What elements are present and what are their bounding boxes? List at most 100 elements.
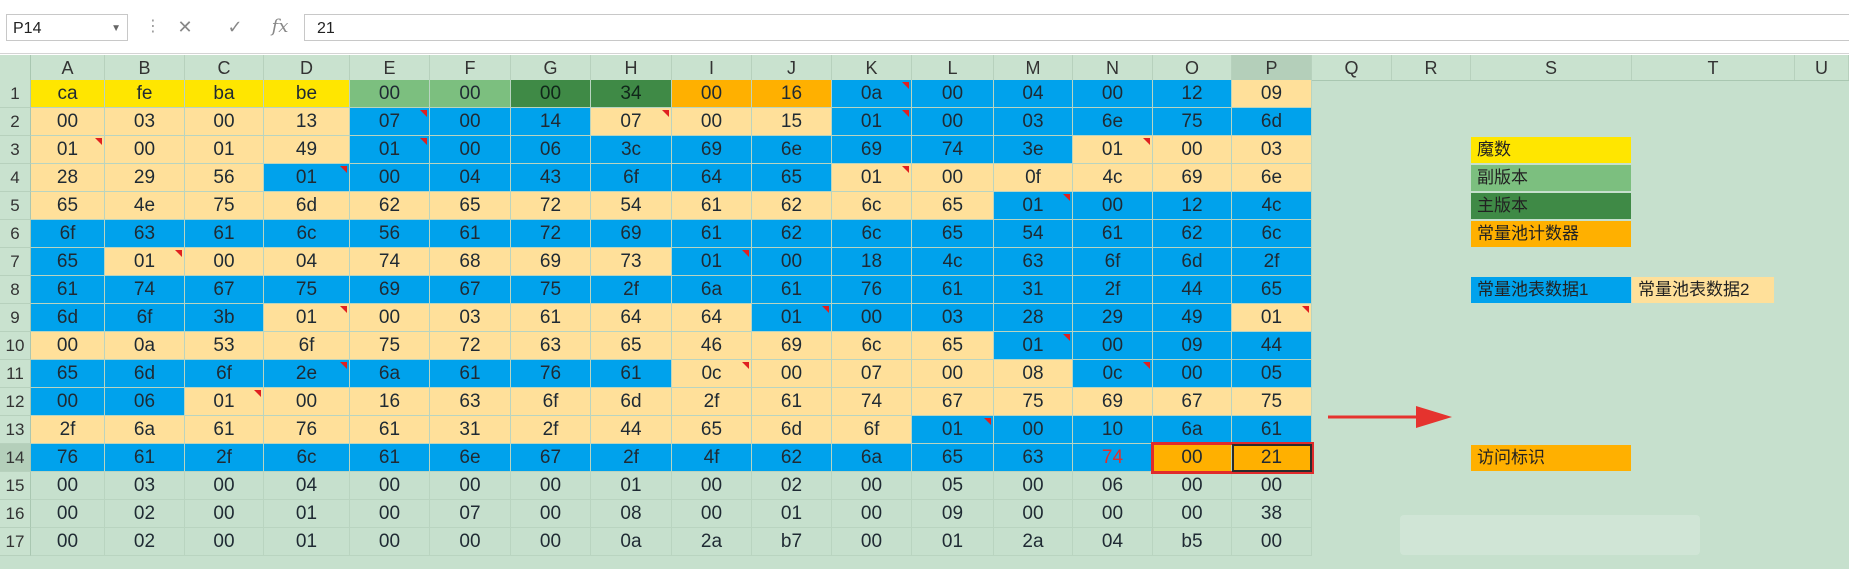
row-header-9[interactable]: 9	[0, 304, 31, 332]
cell-p12[interactable]: 75	[1232, 388, 1312, 416]
select-all-corner[interactable]	[0, 55, 31, 80]
cell-e2[interactable]: 07	[350, 108, 430, 136]
cell-n11[interactable]: 0c	[1073, 360, 1153, 388]
cell-c16[interactable]: 00	[185, 500, 264, 528]
cell-b1[interactable]: fe	[105, 80, 185, 108]
cell-d17[interactable]: 01	[264, 528, 350, 556]
cell-h6[interactable]: 69	[591, 220, 672, 248]
cell-m14[interactable]: 63	[994, 444, 1073, 472]
cell-n7[interactable]: 6f	[1073, 248, 1153, 276]
cell-k17[interactable]: 00	[832, 528, 912, 556]
column-header-q[interactable]: Q	[1312, 55, 1392, 80]
cell-n1[interactable]: 00	[1073, 80, 1153, 108]
fx-icon[interactable]: fx	[271, 16, 289, 37]
cell-j1[interactable]: 16	[752, 80, 832, 108]
cell-e1[interactable]: 00	[350, 80, 430, 108]
cell-k5[interactable]: 6c	[832, 192, 912, 220]
cell-k3[interactable]: 69	[832, 136, 912, 164]
cell-j8[interactable]: 61	[752, 276, 832, 304]
row-header-14[interactable]: 14	[0, 444, 31, 472]
column-header-k[interactable]: K	[832, 55, 912, 80]
cell-l1[interactable]: 00	[912, 80, 994, 108]
row-header-6[interactable]: 6	[0, 220, 31, 248]
cell-o8[interactable]: 44	[1153, 276, 1232, 304]
cell-j15[interactable]: 02	[752, 472, 832, 500]
cell-p13[interactable]: 61	[1232, 416, 1312, 444]
cell-a7[interactable]: 65	[31, 248, 105, 276]
cell-e11[interactable]: 6a	[350, 360, 430, 388]
cell-j7[interactable]: 00	[752, 248, 832, 276]
cell-n16[interactable]: 00	[1073, 500, 1153, 528]
cell-k10[interactable]: 6c	[832, 332, 912, 360]
cell-d10[interactable]: 6f	[264, 332, 350, 360]
cell-f16[interactable]: 07	[430, 500, 511, 528]
cell-i1[interactable]: 00	[672, 80, 752, 108]
cell-f9[interactable]: 03	[430, 304, 511, 332]
cell-e4[interactable]: 00	[350, 164, 430, 192]
cell-c9[interactable]: 3b	[185, 304, 264, 332]
cell-j3[interactable]: 6e	[752, 136, 832, 164]
cell-e6[interactable]: 56	[350, 220, 430, 248]
cell-m13[interactable]: 00	[994, 416, 1073, 444]
cell-e12[interactable]: 16	[350, 388, 430, 416]
cell-n4[interactable]: 4c	[1073, 164, 1153, 192]
cell-h2[interactable]: 07	[591, 108, 672, 136]
cell-a15[interactable]: 00	[31, 472, 105, 500]
cell-g16[interactable]: 00	[511, 500, 591, 528]
cell-m16[interactable]: 00	[994, 500, 1073, 528]
cell-i9[interactable]: 64	[672, 304, 752, 332]
cell-k14[interactable]: 6a	[832, 444, 912, 472]
cell-d5[interactable]: 6d	[264, 192, 350, 220]
cell-o17[interactable]: b5	[1153, 528, 1232, 556]
cell-c4[interactable]: 56	[185, 164, 264, 192]
column-header-p[interactable]: P	[1232, 55, 1312, 80]
cell-k9[interactable]: 00	[832, 304, 912, 332]
column-header-d[interactable]: D	[264, 55, 350, 80]
cell-n2[interactable]: 6e	[1073, 108, 1153, 136]
column-header-a[interactable]: A	[31, 55, 105, 80]
row-header-10[interactable]: 10	[0, 332, 31, 360]
cell-i11[interactable]: 0c	[672, 360, 752, 388]
row-header-2[interactable]: 2	[0, 108, 31, 136]
cell-p7[interactable]: 2f	[1232, 248, 1312, 276]
cell-l16[interactable]: 09	[912, 500, 994, 528]
cell-f17[interactable]: 00	[430, 528, 511, 556]
cell-c17[interactable]: 00	[185, 528, 264, 556]
cell-k8[interactable]: 76	[832, 276, 912, 304]
cell-o10[interactable]: 09	[1153, 332, 1232, 360]
cell-m17[interactable]: 2a	[994, 528, 1073, 556]
cell-a6[interactable]: 6f	[31, 220, 105, 248]
cell-i12[interactable]: 2f	[672, 388, 752, 416]
cell-c11[interactable]: 6f	[185, 360, 264, 388]
cell-i5[interactable]: 61	[672, 192, 752, 220]
cell-e16[interactable]: 00	[350, 500, 430, 528]
cell-b15[interactable]: 03	[105, 472, 185, 500]
cell-b2[interactable]: 03	[105, 108, 185, 136]
cell-e13[interactable]: 61	[350, 416, 430, 444]
cell-l3[interactable]: 74	[912, 136, 994, 164]
cell-j5[interactable]: 62	[752, 192, 832, 220]
cell-d13[interactable]: 76	[264, 416, 350, 444]
cell-g1[interactable]: 00	[511, 80, 591, 108]
cell-m2[interactable]: 03	[994, 108, 1073, 136]
cell-l10[interactable]: 65	[912, 332, 994, 360]
legend-magic-number[interactable]: 魔数	[1471, 137, 1631, 163]
column-header-i[interactable]: I	[672, 55, 752, 80]
cell-p5[interactable]: 4c	[1232, 192, 1312, 220]
cell-a12[interactable]: 00	[31, 388, 105, 416]
cell-c8[interactable]: 67	[185, 276, 264, 304]
check-icon[interactable]: ✓	[227, 17, 243, 37]
cell-p17[interactable]: 00	[1232, 528, 1312, 556]
cell-m6[interactable]: 54	[994, 220, 1073, 248]
cell-a17[interactable]: 00	[31, 528, 105, 556]
cell-d14[interactable]: 6c	[264, 444, 350, 472]
cell-m8[interactable]: 31	[994, 276, 1073, 304]
cell-k13[interactable]: 6f	[832, 416, 912, 444]
cell-j2[interactable]: 15	[752, 108, 832, 136]
cell-c6[interactable]: 61	[185, 220, 264, 248]
cell-k4[interactable]: 01	[832, 164, 912, 192]
cell-i7[interactable]: 01	[672, 248, 752, 276]
drag-handle-icon[interactable]: ⋮	[145, 18, 161, 35]
cell-o16[interactable]: 00	[1153, 500, 1232, 528]
cell-h9[interactable]: 64	[591, 304, 672, 332]
